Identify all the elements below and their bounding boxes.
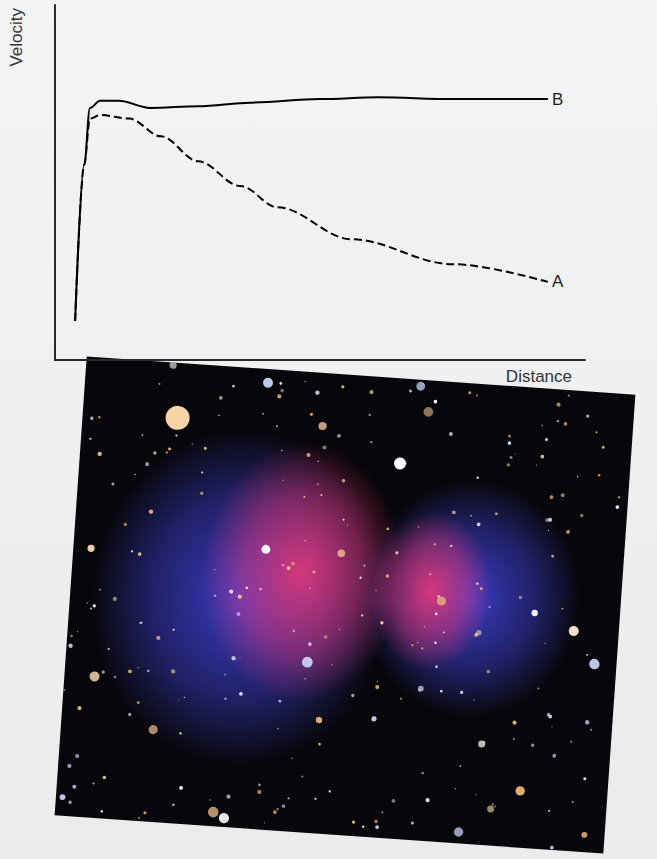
- svg-text:A: A: [552, 272, 564, 291]
- svg-text:Velocity: Velocity: [7, 7, 26, 66]
- svg-text:Distance: Distance: [506, 367, 572, 386]
- svg-text:B: B: [552, 90, 563, 109]
